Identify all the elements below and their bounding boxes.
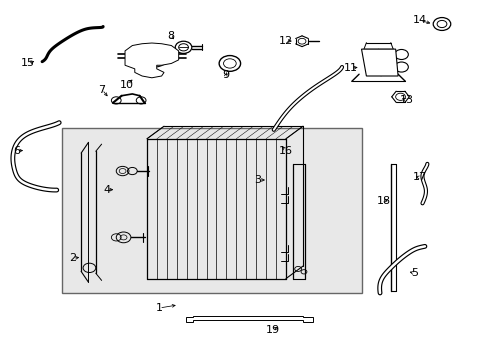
Circle shape (432, 18, 450, 31)
Text: 18: 18 (376, 196, 390, 206)
Circle shape (140, 45, 168, 67)
Text: 7: 7 (99, 85, 105, 95)
Text: 6: 6 (13, 145, 20, 156)
Circle shape (394, 62, 407, 72)
Text: 8: 8 (166, 31, 174, 41)
Text: 1: 1 (155, 303, 163, 313)
Text: 14: 14 (412, 15, 426, 26)
Text: 3: 3 (254, 175, 261, 185)
Text: 16: 16 (278, 145, 292, 156)
Text: 19: 19 (265, 325, 279, 335)
Circle shape (394, 49, 407, 59)
Text: 5: 5 (410, 268, 417, 278)
Text: 15: 15 (20, 58, 35, 68)
Polygon shape (125, 43, 178, 78)
Text: 9: 9 (222, 70, 229, 80)
Text: 11: 11 (343, 63, 357, 73)
Polygon shape (185, 316, 312, 322)
Text: 2: 2 (69, 253, 76, 263)
Text: 4: 4 (103, 185, 110, 195)
Bar (61, 128, 361, 293)
Text: 17: 17 (412, 172, 426, 183)
Text: 12: 12 (278, 36, 292, 46)
Text: 10: 10 (119, 80, 133, 90)
Polygon shape (361, 49, 397, 76)
Circle shape (175, 41, 191, 53)
Text: 13: 13 (399, 95, 412, 105)
